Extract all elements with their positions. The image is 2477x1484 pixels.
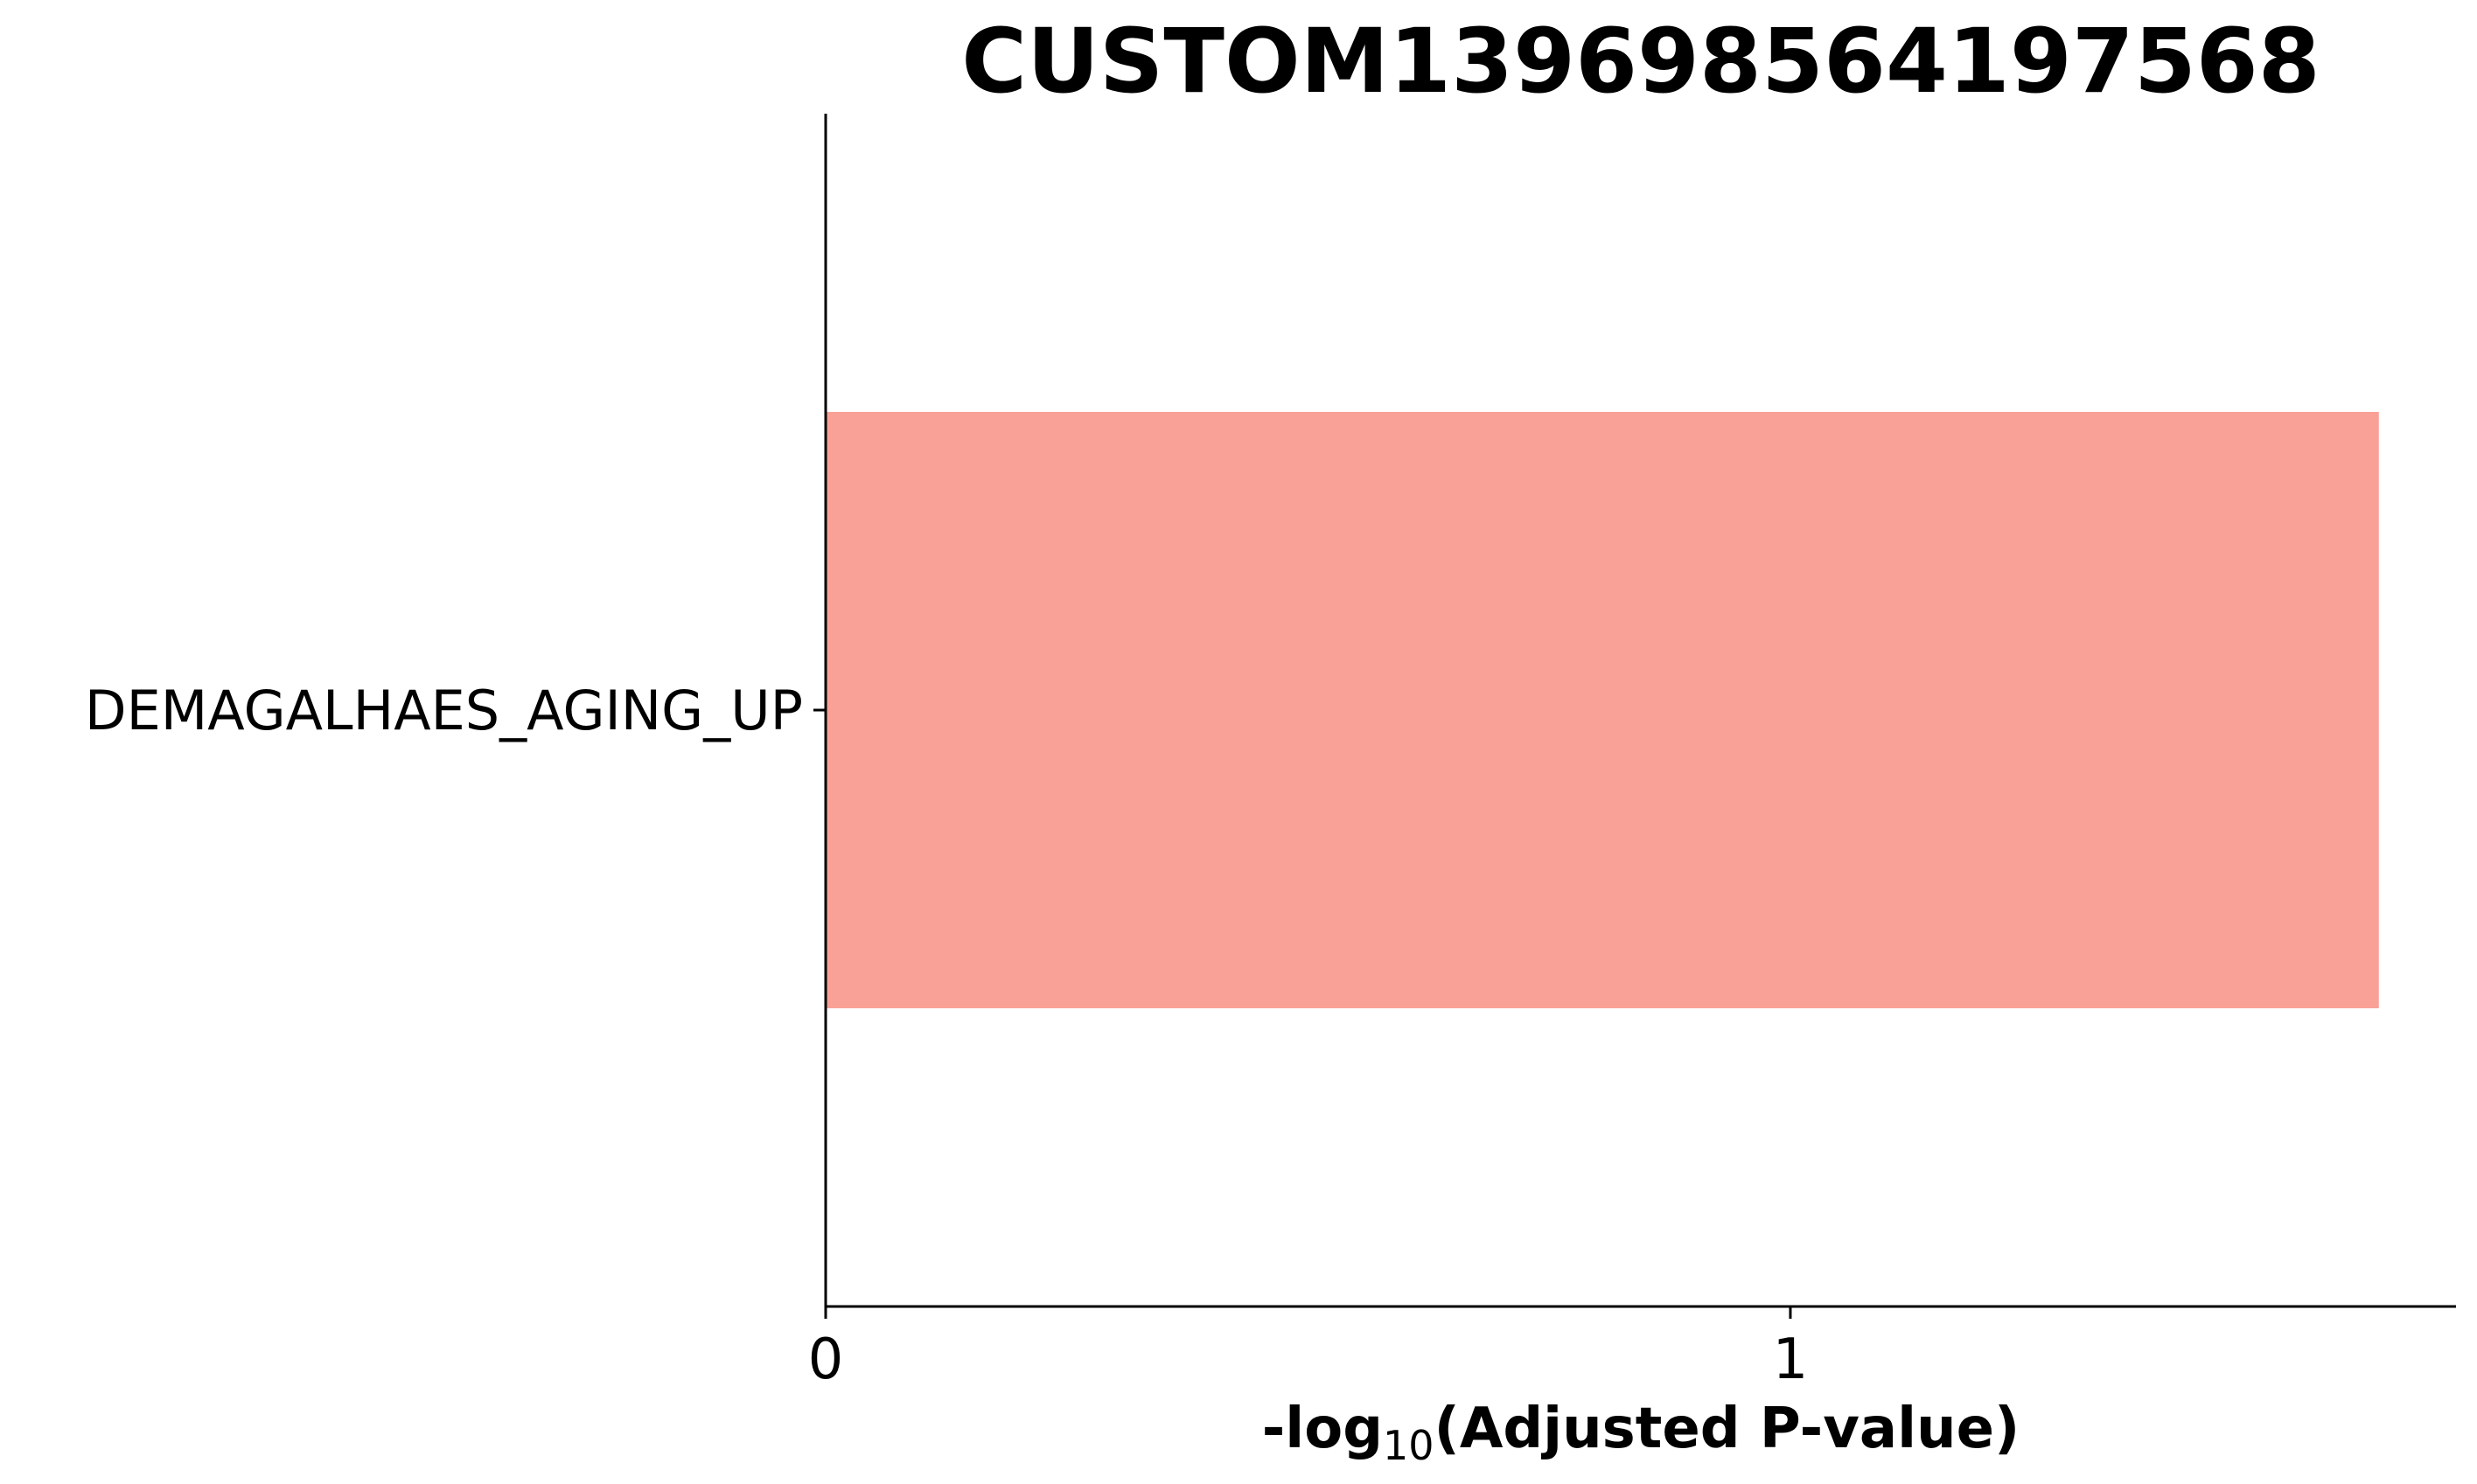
- y-ticks-group: DEMAGALHAES_AGING_UP: [85, 679, 826, 742]
- x-tick-label: 1: [1773, 1327, 1809, 1392]
- x-axis-label: -log10(Adjusted P-value): [1262, 1397, 2020, 1469]
- chart-title: CUSTOM139698564197568: [961, 10, 2320, 114]
- y-tick-label: DEMAGALHAES_AGING_UP: [85, 679, 803, 742]
- bar: [826, 412, 2379, 1008]
- x-axis-label-suffix: (Adjusted P-value): [1434, 1397, 2020, 1461]
- bars-group: [826, 412, 2379, 1008]
- x-tick-label: 0: [808, 1327, 844, 1392]
- x-axis-label-subscript: 10: [1383, 1422, 1434, 1469]
- x-axis-label-prefix: -log: [1262, 1397, 1383, 1461]
